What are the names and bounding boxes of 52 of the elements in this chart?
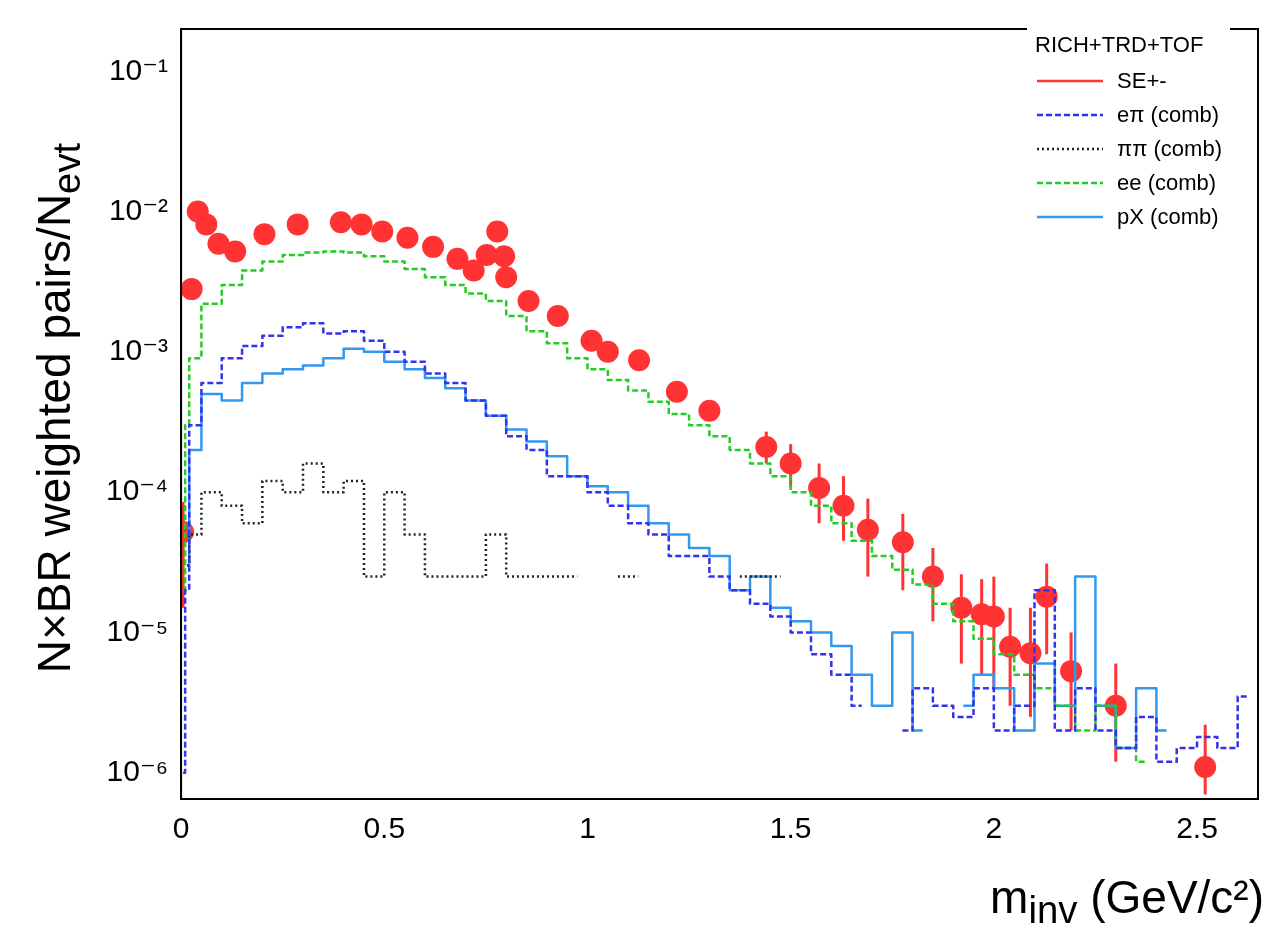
point xyxy=(546,305,569,328)
point xyxy=(371,220,394,243)
x-tick-label: 1 xyxy=(579,811,596,845)
point xyxy=(628,349,651,372)
x-tick-label: 2 xyxy=(985,811,1003,845)
point xyxy=(596,340,619,363)
y-tick-label: 10⁻⁶ xyxy=(106,754,169,788)
legend-label: pX (comb) xyxy=(1117,204,1219,230)
point xyxy=(779,452,802,475)
point xyxy=(253,223,276,246)
point xyxy=(286,213,309,236)
point xyxy=(921,565,944,588)
point xyxy=(224,240,247,263)
x-tick-label: 1.5 xyxy=(769,811,812,845)
legend-label: SE+- xyxy=(1117,68,1167,94)
y-tick-label: 10⁻² xyxy=(108,192,169,226)
x-axis-title: m$_{inv}$ (GeV/c²) xyxy=(990,869,1264,932)
point xyxy=(207,232,230,255)
legend-label: ππ (comb) xyxy=(1117,136,1222,162)
point xyxy=(350,213,373,236)
point xyxy=(856,518,879,541)
point xyxy=(891,531,914,554)
point xyxy=(486,220,509,243)
point xyxy=(495,266,518,289)
point xyxy=(181,278,203,301)
point xyxy=(950,596,973,619)
legend-label: eπ (comb) xyxy=(1117,102,1220,128)
x-tick-label: 0.5 xyxy=(363,811,406,845)
point xyxy=(329,211,352,234)
point xyxy=(580,329,603,352)
point xyxy=(493,245,516,268)
point xyxy=(808,477,831,500)
point xyxy=(517,290,540,313)
point xyxy=(396,226,419,249)
legend-title: RICH+TRD+TOF xyxy=(1035,32,1205,58)
point xyxy=(195,213,218,236)
point xyxy=(832,494,855,517)
y-tick-label: 10⁻¹ xyxy=(108,52,169,86)
legend-label: ee (comb) xyxy=(1117,170,1217,196)
point xyxy=(698,399,721,422)
point xyxy=(462,259,485,282)
point xyxy=(1194,755,1217,778)
point xyxy=(422,235,445,258)
x-tick-label: 2.5 xyxy=(1176,811,1218,845)
point xyxy=(446,247,469,270)
point xyxy=(665,380,688,403)
point xyxy=(999,635,1022,658)
point xyxy=(755,435,778,458)
y-tick-label: 10⁻⁴ xyxy=(105,473,169,507)
x-tick-label: 0 xyxy=(172,811,190,845)
y-tick-label: 10⁻³ xyxy=(108,333,169,367)
y-tick-label: 10⁻⁵ xyxy=(106,613,169,647)
